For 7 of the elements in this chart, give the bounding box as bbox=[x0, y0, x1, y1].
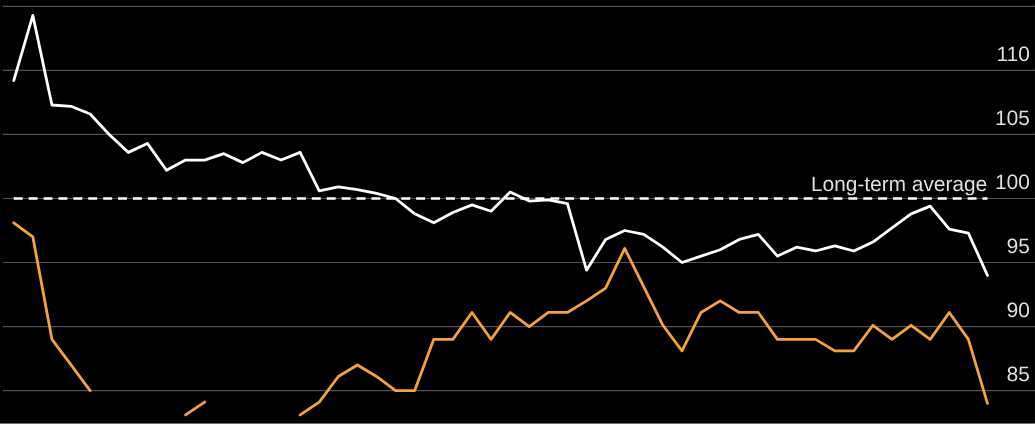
y-tick-label: 105 bbox=[996, 110, 1029, 126]
y-tick-label: 90 bbox=[1007, 302, 1030, 318]
y-tick-label: 100 bbox=[996, 174, 1030, 190]
y-tick-label: 110 bbox=[998, 46, 1030, 62]
ref-line-label: Long-term average bbox=[812, 176, 987, 196]
y-tick-label: 95 bbox=[1007, 238, 1029, 254]
y-tick-label: 85 bbox=[1007, 366, 1029, 382]
